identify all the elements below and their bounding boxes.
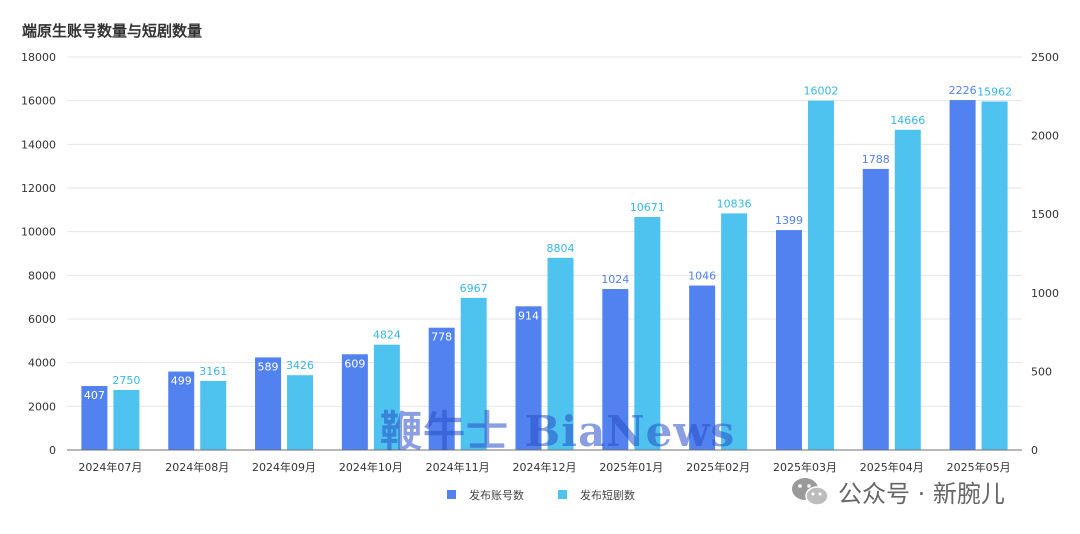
left-tick-label: 6000 [28,313,56,326]
bar-accounts [602,289,629,450]
x-axis-ticks: 2024年07月 2024年08月 2024年09月 2024年10月 2024年11月… [78,460,1010,474]
bar-accounts [428,327,455,450]
left-axis-ticks: 0 2000 4000 6000 8000 10000 12000 14000 16000 180… [21,51,56,457]
legend-label: 发布短剧数 [580,488,635,502]
bar-accounts [689,285,716,450]
bar-dramas [200,380,227,450]
bar-dramas [460,297,487,450]
bar-dramas [287,375,314,450]
x-tick-label: 2025年01月 [599,460,663,474]
left-tick-label: 4000 [28,357,56,370]
bar-dramas [634,217,661,450]
bar-accounts [862,168,889,451]
x-tick-label: 2024年11月 [426,460,490,474]
legend-label: 发布账号数 [469,488,524,502]
data-label-accounts: 1024 [601,273,629,286]
x-tick-label: 2024年10月 [339,460,403,474]
left-tick-label: 18000 [21,51,56,64]
wechat-icon [792,477,829,506]
right-tick-label: 2500 [1031,51,1059,64]
data-label-dramas: 6967 [460,282,488,295]
data-label-accounts: 1046 [688,270,716,283]
left-tick-label: 12000 [21,182,56,195]
x-tick-label: 2025年05月 [947,460,1011,474]
data-label-dramas: 10671 [630,201,665,214]
bar-dramas [113,389,140,450]
bar-accounts [515,306,542,450]
right-tick-label: 500 [1031,365,1052,378]
data-label-dramas: 15962 [977,85,1012,98]
x-tick-label: 2024年08月 [165,460,229,474]
x-tick-label: 2024年07月 [78,460,142,474]
chart-title: 端原生账号数量与短剧数量 [22,22,203,40]
right-tick-label: 0 [1031,444,1038,457]
data-labels: 407 2750 499 3161 589 3426 609 4824 778 6967 914 88… [84,84,1012,402]
bar-accounts [949,100,976,450]
data-label-dramas: 16002 [803,85,838,98]
left-tick-label: 0 [49,444,56,457]
data-label-dramas: 4824 [373,329,401,342]
x-tick-label: 2025年03月 [773,460,837,474]
bar-accounts [341,354,368,450]
data-label-accounts: 407 [84,389,105,402]
bar-accounts [255,357,282,450]
right-tick-label: 1500 [1031,208,1059,221]
legend-swatch [558,490,567,499]
bar-dramas [373,344,400,450]
data-label-accounts: 609 [344,357,365,370]
data-label-dramas: 8804 [547,242,575,255]
data-label-accounts: 1399 [775,214,803,227]
data-label-accounts: 2226 [949,84,977,97]
data-label-accounts: 589 [258,360,279,373]
x-tick-label: 2024年12月 [513,460,577,474]
x-tick-label: 2025年04月 [860,460,924,474]
data-label-dramas: 2750 [112,374,140,387]
legend-swatch [447,490,456,499]
bar-dramas [721,213,748,450]
left-tick-label: 2000 [28,400,56,413]
data-label-accounts: 778 [431,331,452,344]
legend: 发布账号数 发布短剧数 [447,488,635,502]
data-label-dramas: 3161 [199,365,227,378]
data-label-dramas: 14666 [890,114,925,127]
bar-accounts [775,230,802,450]
data-label-accounts: 499 [171,375,192,388]
left-tick-label: 14000 [21,138,56,151]
x-tick-label: 2024年09月 [252,460,316,474]
right-axis-ticks: 0 500 1000 1500 2000 2500 [1031,51,1059,457]
data-label-accounts: 914 [518,309,539,322]
wechat-source-watermark: 公众号 · 新腕儿 [790,474,1005,509]
x-tick-label: 2025年02月 [686,460,750,474]
bar-accounts [81,386,108,450]
bar-dramas [547,257,574,450]
source-text: 公众号 · 新腕儿 [838,480,1005,508]
bar-dramas [981,101,1008,450]
bar-accounts [168,371,195,450]
data-label-dramas: 3426 [286,359,314,372]
right-tick-label: 1000 [1031,287,1059,300]
right-tick-label: 2000 [1031,130,1059,143]
left-tick-label: 8000 [28,269,56,282]
bar-dramas [894,129,921,450]
bars [81,100,1008,451]
left-tick-label: 16000 [21,95,56,108]
bar-dramas [807,100,834,451]
bianews-watermark: 鞭牛士 BiaNews [380,407,736,456]
left-tick-label: 10000 [21,226,56,239]
data-label-accounts: 1788 [862,153,890,166]
data-label-dramas: 10836 [717,197,752,210]
